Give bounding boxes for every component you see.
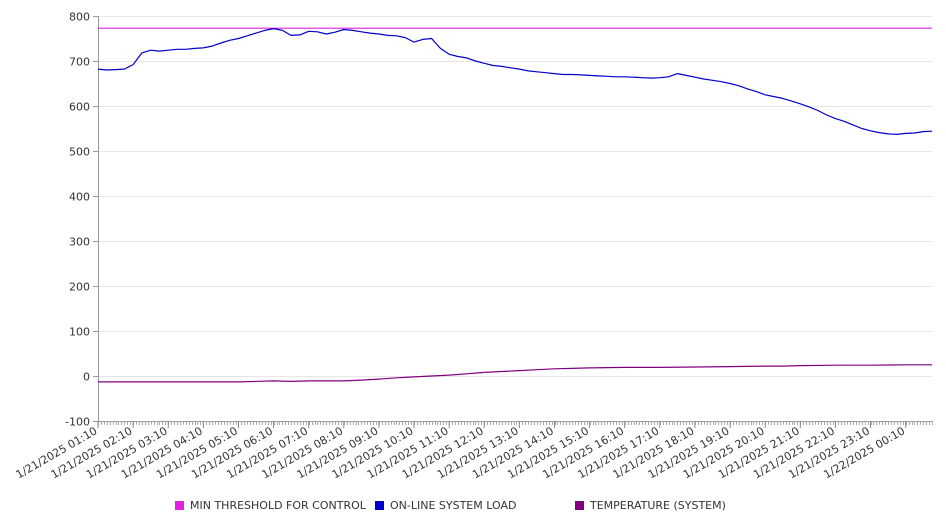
legend-label-temperature: TEMPERATURE (SYSTEM)	[590, 499, 726, 512]
y-tick-label: 600	[69, 101, 90, 114]
legend: MIN THRESHOLD FOR CONTROL ON-LINE SYSTEM…	[0, 496, 946, 516]
y-tick-label: 800	[69, 11, 90, 24]
y-tick-label: 400	[69, 191, 90, 204]
y-tick-label: 0	[83, 371, 90, 384]
legend-label-system-load: ON-LINE SYSTEM LOAD	[390, 499, 517, 512]
legend-swatch-min-threshold	[175, 501, 184, 510]
series-line-on-line-system-load	[97, 28, 933, 135]
x-tick-labels: 1/21/2025 01:101/21/2025 02:101/21/2025 …	[14, 424, 907, 481]
y-tick-label: 700	[69, 56, 90, 69]
legend-item-system-load[interactable]: ON-LINE SYSTEM LOAD	[375, 499, 516, 512]
series-line-temperature-system	[98, 364, 932, 383]
legend-label-min-threshold: MIN THRESHOLD FOR CONTROL	[190, 499, 366, 512]
axes	[93, 16, 933, 428]
plot-series	[97, 27, 933, 383]
gridlines	[98, 16, 932, 422]
legend-item-min-threshold[interactable]: MIN THRESHOLD FOR CONTROL	[175, 499, 366, 512]
y-tick-label: 100	[69, 326, 90, 339]
legend-swatch-temperature	[575, 501, 584, 510]
y-tick-label: 500	[69, 146, 90, 159]
y-tick-label: 300	[69, 236, 90, 249]
y-tick-labels: -100 0 100 200 300 400 500 600 700 800	[65, 11, 90, 429]
y-tick-label: 200	[69, 281, 90, 294]
legend-swatch-system-load	[375, 501, 384, 510]
legend-item-temperature[interactable]: TEMPERATURE (SYSTEM)	[575, 499, 726, 512]
y-tick-label: -100	[65, 416, 90, 429]
